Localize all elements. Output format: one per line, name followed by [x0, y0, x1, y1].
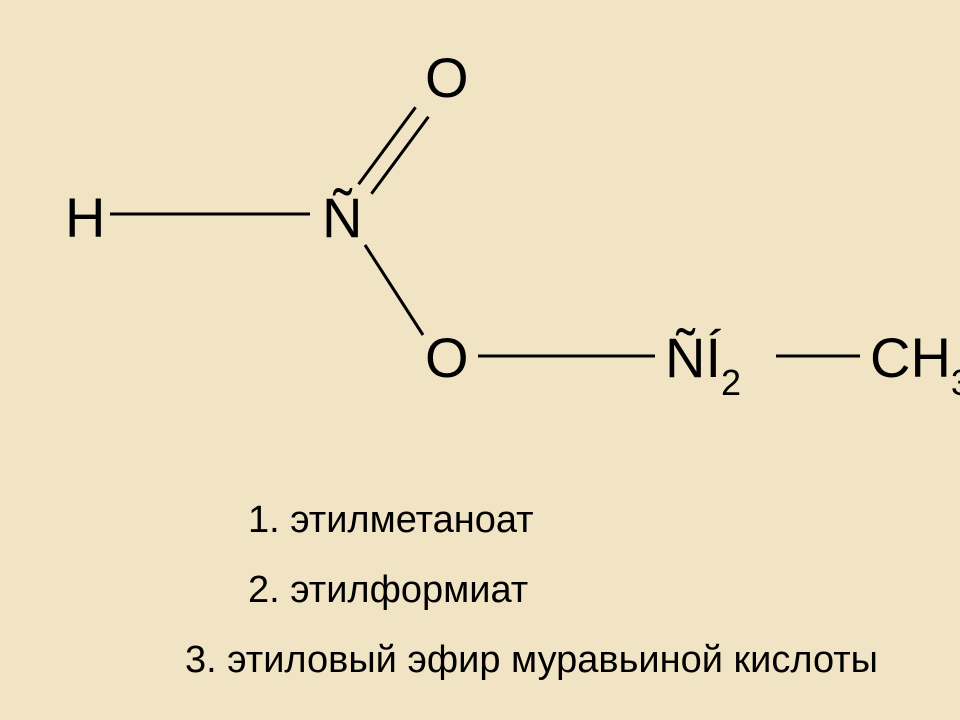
atom-h: H: [65, 190, 105, 246]
bond-layer: [0, 0, 960, 720]
name-label-3: 3. этиловый эфир муравьиной кислоты: [185, 640, 878, 682]
name-label-1: 1. этилметаноат: [248, 500, 534, 542]
atom-o-mid: O: [425, 330, 469, 386]
atom-h-text: H: [65, 186, 105, 249]
atom-o-mid-text: O: [425, 326, 469, 389]
atom-c1-text: Ñ: [322, 186, 362, 249]
bond-line: [365, 245, 423, 335]
name-label-2: 2. этилформиат: [248, 570, 528, 612]
atom-o-top-text: O: [425, 46, 469, 109]
atom-c3-sub: 3: [951, 362, 960, 403]
atom-c3: CH3: [870, 330, 960, 395]
atom-c3-text: CH: [870, 326, 951, 389]
atom-c2-sub: 2: [721, 362, 741, 403]
atom-o-top: O: [425, 50, 469, 106]
atom-c1: Ñ: [322, 190, 362, 246]
slide-canvas: H Ñ O O ÑÍ2 CH3 1. этилметаноат 2. этилф…: [0, 0, 960, 720]
atom-c2-text: ÑÍ: [665, 326, 721, 389]
atom-c2: ÑÍ2: [665, 330, 741, 395]
